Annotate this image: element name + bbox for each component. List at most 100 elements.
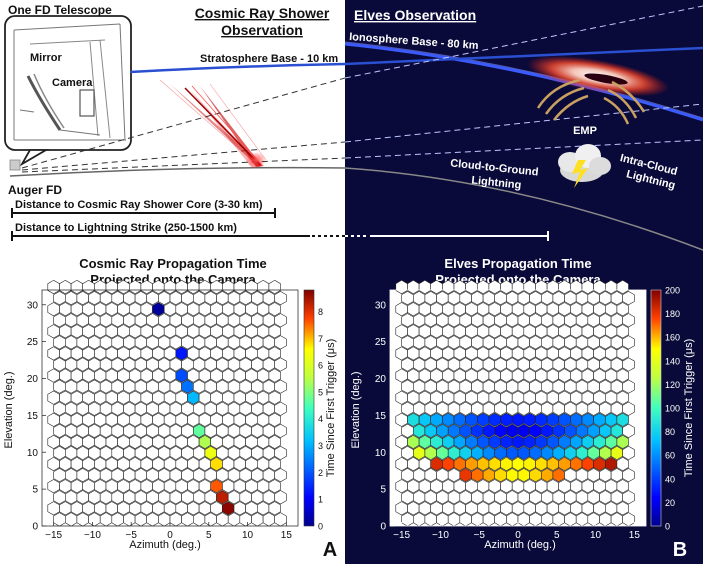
y-tick-label: 25 xyxy=(375,337,387,348)
hex-pixel xyxy=(407,501,420,516)
chart-b-hex-grid xyxy=(395,279,635,527)
hex-pixel xyxy=(187,501,200,516)
colorbar-tick-label: 3 xyxy=(318,441,323,451)
hex-pixel-triggered xyxy=(535,412,548,427)
hex-pixel xyxy=(442,501,455,516)
hex-pixel xyxy=(453,324,466,339)
chart-elves-propagation: Elves Propagation Time Projected onto th… xyxy=(345,252,703,564)
hex-pixel xyxy=(268,302,281,317)
hex-pixel xyxy=(593,501,606,516)
hex-pixel xyxy=(268,456,281,472)
hex-pixel xyxy=(268,390,281,405)
hex-pixel xyxy=(581,501,594,516)
chart-a-colorbar-label: Time Since First Trigger (μs) xyxy=(325,339,337,478)
hex-pixel xyxy=(535,324,548,339)
chart-a-xlabel: Azimuth (deg.) xyxy=(129,539,201,551)
x-tick-label: 5 xyxy=(554,530,560,541)
hex-pixel xyxy=(94,412,107,427)
hex-pixel xyxy=(163,412,177,427)
hex-pixel-triggered xyxy=(523,412,536,427)
y-tick-label: 20 xyxy=(27,374,39,385)
hex-pixel xyxy=(616,302,629,317)
hex-pixel xyxy=(274,445,287,461)
hex-pixel xyxy=(274,490,287,505)
hex-pixel xyxy=(245,501,258,516)
y-tick-label: 5 xyxy=(380,485,386,496)
hex-pixel xyxy=(47,412,60,427)
hex-pixel-triggered xyxy=(511,412,525,427)
hex-pixel xyxy=(82,324,95,339)
emp-label: EMP xyxy=(573,125,597,137)
hex-pixel xyxy=(94,501,107,516)
emp-arcs xyxy=(536,78,646,125)
hex-pixel xyxy=(418,501,432,516)
hex-pixel xyxy=(622,401,635,416)
hex-pixel xyxy=(418,324,432,339)
hex-pixel xyxy=(47,501,60,516)
hex-pixel xyxy=(105,324,118,339)
hex-pixel xyxy=(82,501,95,516)
chart-a-hex-grid xyxy=(47,279,287,527)
colorbar-tick-label: 120 xyxy=(665,380,680,390)
distance-lightning-label: Distance to Lightning Strike (250-1500 k… xyxy=(15,222,237,234)
hex-pixel-triggered xyxy=(500,412,513,427)
colorbar-tick-label: 5 xyxy=(318,387,323,397)
y-tick-label: 0 xyxy=(380,522,386,533)
colorbar-tick-label: 6 xyxy=(318,361,323,371)
cosmic-ray-shower xyxy=(159,79,267,168)
hex-pixel-triggered xyxy=(222,501,235,516)
hex-pixel xyxy=(274,401,287,416)
stratosphere-label: Stratosphere Base - 10 km xyxy=(200,53,338,65)
earth-curve xyxy=(344,167,703,251)
hex-pixel xyxy=(47,324,60,339)
hex-pixel-triggered xyxy=(546,412,560,427)
hex-pixel xyxy=(59,501,72,516)
x-tick-label: −15 xyxy=(393,530,410,541)
hex-pixel xyxy=(268,501,281,516)
y-tick-label: 25 xyxy=(27,337,39,348)
shower-title-line2: Observation xyxy=(221,22,303,38)
chart-b-axes: −15 −10 −5 0 5 10 15 0 5 10 15 20 25 30 xyxy=(375,289,647,541)
hex-pixel-triggered xyxy=(593,412,606,427)
hex-pixel xyxy=(70,324,83,339)
hex-pixel xyxy=(129,501,142,516)
hex-pixel xyxy=(175,501,188,516)
distance-lightning-bar xyxy=(11,231,310,241)
hex-pixel xyxy=(274,291,287,306)
hex-pixel-triggered xyxy=(616,412,629,427)
colorbar-tick-label: 140 xyxy=(665,356,680,366)
hex-pixel-triggered xyxy=(488,412,501,427)
hex-pixel xyxy=(256,501,270,516)
hex-pixel-triggered xyxy=(604,412,618,427)
hex-pixel xyxy=(616,346,629,361)
hex-pixel xyxy=(395,324,408,339)
chart-a-axes: −15 −10 −5 0 5 10 15 0 5 10 15 20 25 30 xyxy=(27,289,299,541)
hex-pixel xyxy=(476,324,490,339)
hex-pixel xyxy=(570,324,583,339)
hex-pixel xyxy=(616,324,629,339)
hex-pixel xyxy=(616,456,629,472)
hex-pixel-triggered xyxy=(558,412,571,427)
x-tick-label: 5 xyxy=(206,530,212,541)
hex-pixel xyxy=(274,379,287,394)
hex-pixel xyxy=(198,412,211,427)
colorbar-tick-label: 0 xyxy=(665,522,670,532)
hex-pixel xyxy=(210,501,223,516)
hex-pixel xyxy=(395,412,408,427)
chart-b-colorbar xyxy=(650,289,662,527)
colorbar-tick-label: 7 xyxy=(318,334,323,344)
hex-pixel xyxy=(268,279,281,295)
hex-pixel xyxy=(465,324,478,339)
hex-pixel xyxy=(442,324,455,339)
hex-pixel xyxy=(622,335,635,350)
hex-pixel xyxy=(163,324,177,339)
hex-pixel xyxy=(274,423,287,438)
chart-b-ylabel: Elevation (deg.) xyxy=(350,371,362,448)
hex-pixel-triggered xyxy=(442,412,455,427)
hex-pixel-triggered xyxy=(476,412,490,427)
storm-cloud-icon xyxy=(558,144,611,188)
hex-pixel xyxy=(430,501,443,516)
hex-pixel xyxy=(210,412,223,427)
hex-pixel xyxy=(222,412,235,427)
